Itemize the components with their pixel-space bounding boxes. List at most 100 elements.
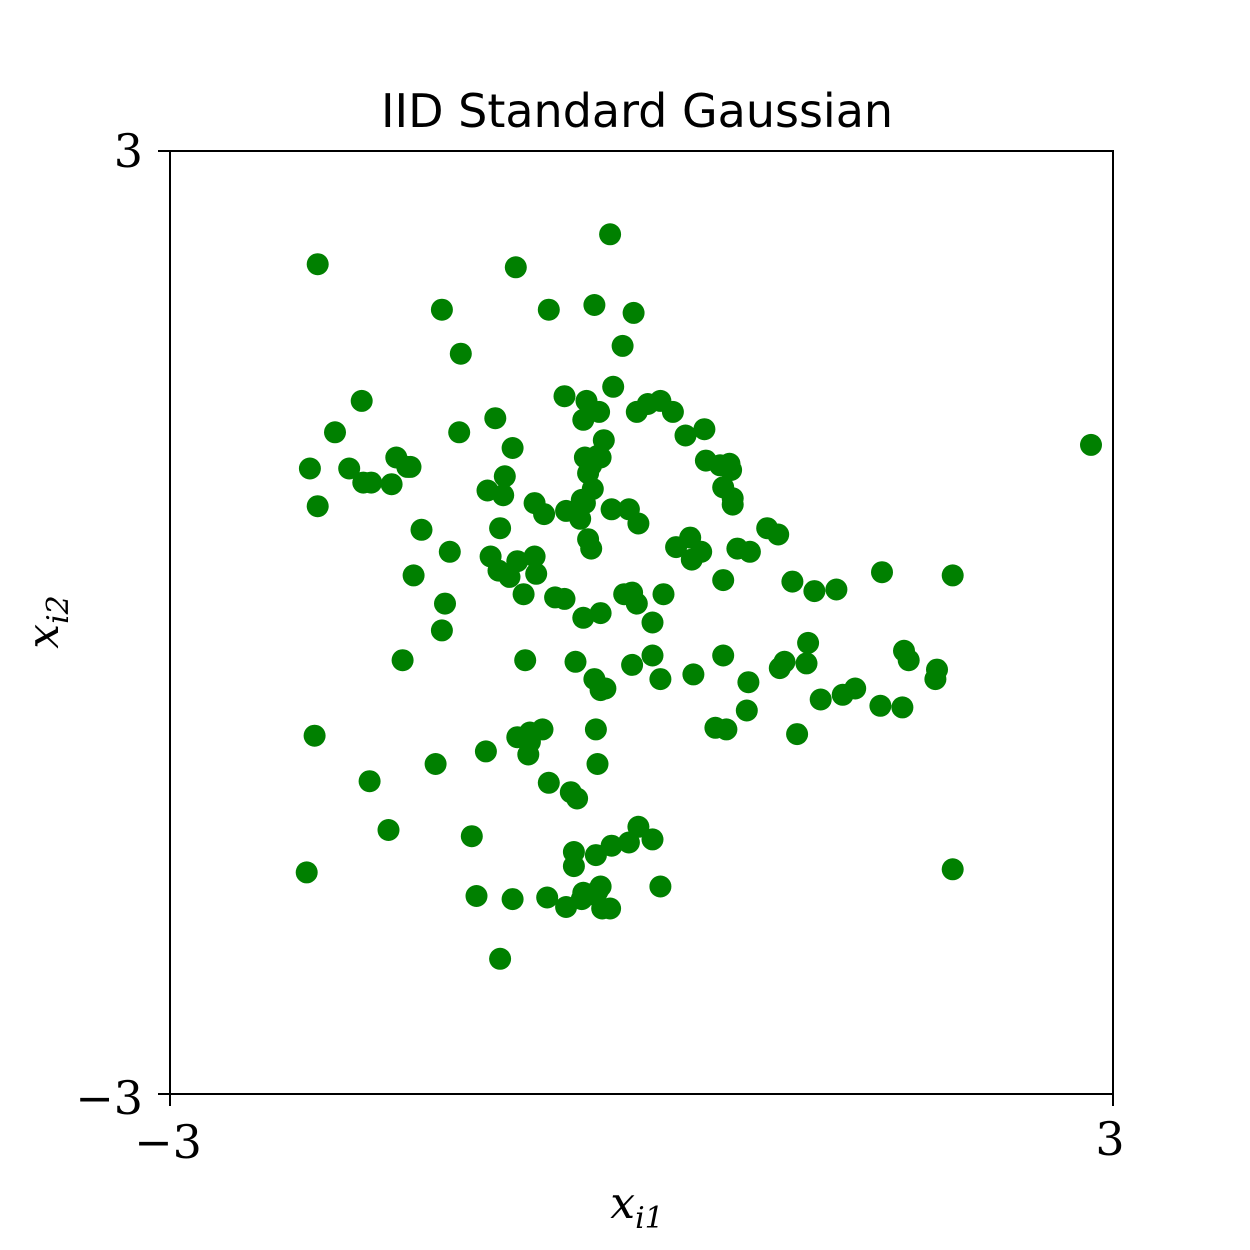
scatter-point: [537, 298, 560, 321]
scatter-point: [465, 885, 488, 907]
scatter-point: [448, 421, 471, 444]
scatter-point: [738, 540, 761, 563]
scatter-point: [399, 455, 422, 478]
scatter-point: [350, 389, 373, 412]
scatter-point: [575, 389, 598, 412]
scatter-point: [583, 294, 606, 316]
scatter-point: [795, 652, 818, 675]
scatter-point: [498, 565, 521, 588]
y-axis-label: xi2: [18, 595, 76, 649]
scatter-point: [690, 540, 713, 563]
scatter-point: [693, 418, 716, 441]
scatter-point: [514, 649, 537, 672]
scatter-point: [298, 457, 321, 480]
scatter-point: [391, 649, 414, 672]
scatter-point: [611, 334, 634, 357]
scatter-point: [584, 718, 607, 741]
scatter-point: [484, 407, 507, 430]
scatter-point: [652, 583, 675, 606]
scatter-point: [831, 683, 854, 706]
scatter-point: [641, 644, 664, 667]
scatter-point: [1080, 433, 1102, 456]
scatter-point: [737, 671, 760, 694]
scatter-point: [621, 653, 644, 676]
scatter-point: [537, 771, 560, 794]
scatter-point: [536, 886, 559, 909]
scatter-point: [891, 696, 914, 719]
scatter-point: [589, 446, 612, 469]
scatter-point: [682, 663, 705, 686]
scatter-point: [306, 495, 329, 518]
scatter-point: [641, 611, 664, 634]
scatter-point: [358, 770, 381, 793]
scatter-point: [564, 650, 587, 673]
scatter-point: [773, 650, 796, 673]
scatter-point: [709, 454, 732, 477]
scatter-point: [434, 592, 456, 615]
scatter-point: [781, 570, 804, 593]
scatter-point: [712, 569, 735, 592]
scatter-points: [295, 223, 1102, 970]
scatter-point: [641, 828, 664, 851]
scatter-point: [476, 479, 499, 502]
scatter-point: [649, 875, 672, 898]
scatter-point: [324, 421, 346, 444]
scatter-point: [584, 844, 607, 867]
scatter-point: [786, 723, 809, 746]
scatter-point: [493, 465, 516, 488]
x-axis-label: xi1: [610, 1178, 664, 1236]
scatter-point: [871, 561, 893, 584]
scatter-point: [735, 699, 758, 722]
scatter-point: [589, 679, 612, 702]
scatter-point: [553, 587, 576, 610]
scatter-point: [622, 301, 645, 324]
scatter-point: [627, 815, 650, 838]
scatter-point: [338, 457, 361, 480]
scatter-point: [553, 385, 576, 408]
scatter-point: [869, 694, 892, 717]
scatter-point: [360, 471, 383, 494]
scatter-point: [897, 649, 920, 672]
scatter-point: [460, 825, 483, 848]
scatter-point: [430, 619, 453, 642]
scatter-point: [621, 581, 644, 604]
scatter-point: [809, 688, 832, 711]
scatter-point: [438, 540, 461, 563]
scatter-point: [303, 724, 326, 747]
scatter-point: [377, 819, 400, 841]
scatter-point: [430, 298, 453, 321]
scatter-point: [531, 718, 554, 741]
scatter-point: [410, 518, 433, 541]
scatter-point: [474, 740, 497, 763]
scatter-point: [627, 512, 650, 535]
scatter-point: [525, 562, 548, 585]
scatter-point: [570, 488, 593, 511]
scatter-point: [941, 564, 964, 587]
scatter-point: [501, 437, 524, 459]
scatter-point: [599, 223, 622, 246]
scatter-point: [523, 545, 546, 568]
scatter-point: [599, 897, 622, 920]
scatter-point: [589, 602, 612, 625]
scatter-point: [512, 583, 535, 606]
scatter-point: [797, 631, 820, 654]
scatter-point: [402, 564, 425, 587]
scatter-point: [569, 507, 592, 530]
scatter-point: [721, 493, 744, 516]
scatter-point: [600, 498, 623, 521]
scatter-point: [572, 606, 595, 629]
scatter-point: [825, 578, 848, 601]
scatter-point: [295, 861, 318, 884]
y-tick-label-min: −3: [75, 1071, 143, 1125]
chart-title: IID Standard Gaussian: [381, 84, 893, 138]
scatter-point: [586, 880, 609, 903]
scatter-point: [562, 855, 585, 878]
scatter-point: [566, 787, 589, 810]
x-tick-label-max: 3: [1095, 1112, 1124, 1166]
scatter-point: [767, 523, 790, 546]
scatter-point: [489, 947, 512, 970]
scatter-point: [489, 517, 512, 540]
scatter-point: [649, 668, 672, 691]
scatter-point: [649, 389, 672, 412]
